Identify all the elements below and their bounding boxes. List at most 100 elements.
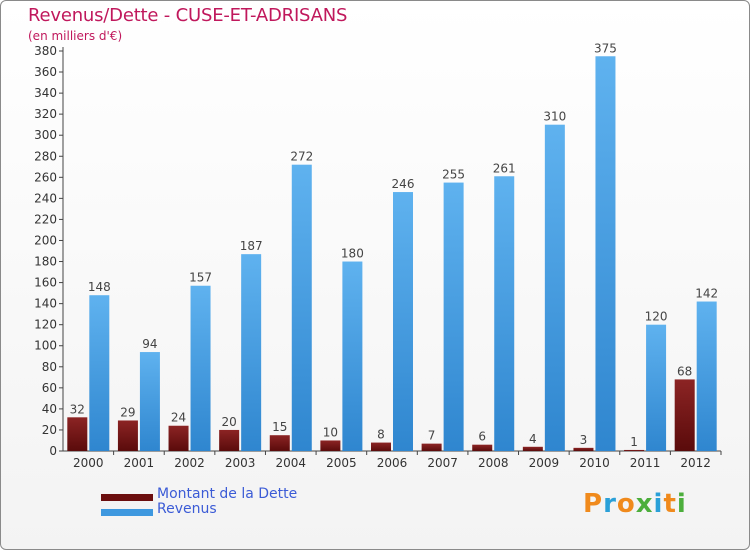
bar-dette xyxy=(522,446,543,451)
logo-letter: i xyxy=(676,489,687,519)
bar-dette xyxy=(269,435,290,451)
data-label-revenus: 255 xyxy=(442,168,465,182)
chart-subtitle: (en milliers d'€) xyxy=(28,29,123,43)
data-label-dette: 6 xyxy=(478,430,486,444)
x-tick-label: 2004 xyxy=(275,456,306,470)
y-tick-label: 280 xyxy=(34,149,57,163)
y-tick-label: 380 xyxy=(34,44,57,58)
y-tick-label: 0 xyxy=(49,444,57,458)
x-tick-label: 2000 xyxy=(73,456,104,470)
data-label-revenus: 142 xyxy=(695,287,718,301)
x-tick-label: 2005 xyxy=(326,456,357,470)
y-tick-label: 80 xyxy=(42,360,57,374)
y-tick-label: 160 xyxy=(34,276,57,290)
logo-letter: o xyxy=(616,489,636,519)
data-label-revenus: 157 xyxy=(189,271,212,285)
y-tick-label: 240 xyxy=(34,191,57,205)
bar-revenus xyxy=(494,176,515,451)
bar-revenus xyxy=(646,324,667,451)
bar-revenus xyxy=(241,254,262,451)
data-label-dette: 24 xyxy=(171,411,186,425)
x-tick-label: 2003 xyxy=(225,456,256,470)
data-label-revenus: 246 xyxy=(392,177,415,191)
y-tick-label: 360 xyxy=(34,65,57,79)
data-label-revenus: 187 xyxy=(240,239,263,253)
data-label-dette: 10 xyxy=(323,425,338,439)
data-label-revenus: 310 xyxy=(543,110,566,124)
bar-revenus xyxy=(696,301,717,451)
bar-dette xyxy=(219,429,240,451)
legend-label-revenus: Revenus xyxy=(157,501,217,517)
y-tick-label: 180 xyxy=(34,255,57,269)
x-tick-label: 2011 xyxy=(630,456,661,470)
x-tick-label: 2010 xyxy=(579,456,610,470)
data-label-revenus: 261 xyxy=(493,161,516,175)
bar-dette xyxy=(320,440,341,451)
data-label-revenus: 272 xyxy=(290,150,313,164)
data-label-dette: 1 xyxy=(630,435,638,449)
logo-letter: x xyxy=(635,489,654,519)
bar-dette xyxy=(117,420,138,451)
bar-revenus xyxy=(393,192,413,452)
bar-dette xyxy=(168,425,189,451)
legend-swatch-dette xyxy=(101,494,153,501)
y-tick-label: 200 xyxy=(34,233,57,247)
data-label-dette: 3 xyxy=(580,433,588,447)
data-label-dette: 20 xyxy=(222,415,237,429)
y-tick-label: 120 xyxy=(34,318,57,332)
bar-revenus xyxy=(139,352,160,451)
bar-dette xyxy=(624,449,645,451)
y-tick-label: 100 xyxy=(34,339,57,353)
y-tick-label: 140 xyxy=(34,297,57,311)
bar-revenus xyxy=(544,124,565,452)
y-tick-label: 320 xyxy=(34,107,57,121)
bar-dette xyxy=(371,442,391,451)
bar-revenus xyxy=(89,295,110,451)
logo-letter: r xyxy=(603,489,617,519)
bar-dette xyxy=(674,379,695,451)
data-label-revenus: 120 xyxy=(645,310,668,324)
x-tick-label: 2007 xyxy=(427,456,458,470)
bar-dette xyxy=(472,444,493,451)
bar-revenus xyxy=(291,164,312,451)
bar-revenus xyxy=(190,285,211,451)
data-label-dette: 29 xyxy=(120,405,135,419)
data-label-dette: 68 xyxy=(677,364,692,378)
data-label-revenus: 148 xyxy=(88,280,111,294)
bar-dette xyxy=(573,447,594,451)
y-tick-label: 220 xyxy=(34,212,57,226)
y-tick-label: 260 xyxy=(34,170,57,184)
y-tick-label: 20 xyxy=(42,423,57,437)
x-tick-label: 2006 xyxy=(377,456,408,470)
data-label-dette: 4 xyxy=(529,432,537,446)
logo-letter: P xyxy=(583,489,604,519)
data-label-dette: 15 xyxy=(272,420,287,434)
data-label-dette: 8 xyxy=(377,428,385,442)
x-tick-label: 2002 xyxy=(174,456,205,470)
bar-dette xyxy=(67,417,88,451)
x-tick-label: 2001 xyxy=(124,456,155,470)
x-tick-label: 2008 xyxy=(478,456,509,470)
x-tick-label: 2009 xyxy=(529,456,560,470)
data-label-revenus: 94 xyxy=(142,337,157,351)
y-tick-label: 300 xyxy=(34,128,57,142)
proxiti-logo: Proxiti xyxy=(583,489,687,519)
bar-revenus xyxy=(342,261,363,451)
y-tick-label: 60 xyxy=(42,381,57,395)
logo-letter: i xyxy=(653,489,664,519)
x-tick-label: 2012 xyxy=(680,456,711,470)
bar-revenus xyxy=(443,182,464,451)
data-label-revenus: 375 xyxy=(594,41,617,55)
bar-revenus xyxy=(595,56,616,452)
data-label-dette: 7 xyxy=(428,429,436,443)
legend-swatch-revenus xyxy=(101,509,153,516)
bar-dette xyxy=(421,443,442,451)
chart-title: Revenus/Dette - CUSE-ET-ADRISANS xyxy=(28,5,348,26)
data-label-dette: 32 xyxy=(70,402,85,416)
y-tick-label: 40 xyxy=(42,402,57,416)
data-label-revenus: 180 xyxy=(341,247,364,261)
logo-letter: t xyxy=(663,489,677,519)
y-tick-label: 340 xyxy=(34,86,57,100)
